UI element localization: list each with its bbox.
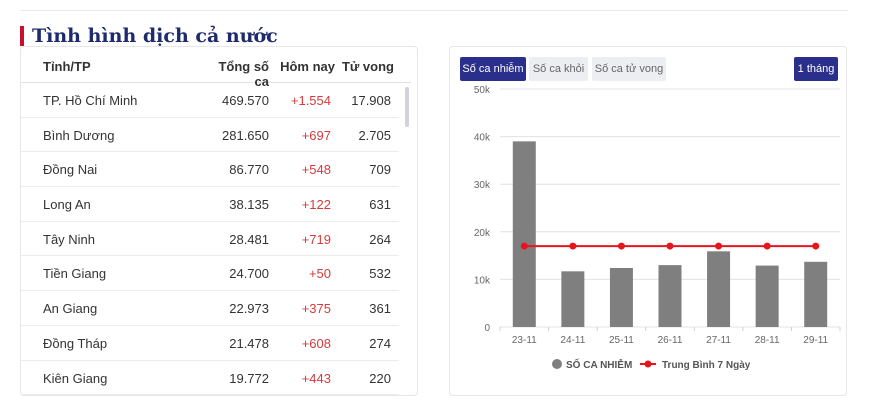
- cell-total: 38.135: [229, 197, 269, 213]
- cell-total: 28.481: [229, 231, 269, 247]
- cell-today: +443: [301, 370, 331, 386]
- cell-today: +1.554: [290, 93, 331, 108]
- cell-deaths: 274: [369, 335, 391, 351]
- cell-total: 469.570: [222, 93, 269, 108]
- x-tick-label: 28-11: [755, 335, 780, 346]
- table-row[interactable]: Kiên Giang 19.772 +443 220: [21, 361, 399, 395]
- cell-province: Đồng Nai: [43, 162, 98, 178]
- x-tick-label: 23-11: [512, 335, 537, 346]
- table-row[interactable]: Đồng Nai 86.770 +548 709: [21, 152, 399, 188]
- avg-point: [569, 242, 577, 250]
- cell-deaths: 631: [369, 197, 391, 213]
- x-tick-label: 29-11: [803, 335, 828, 346]
- cell-deaths: 532: [369, 266, 391, 282]
- legend-bar-label: SỐ CA NHIỄM: [566, 357, 632, 371]
- x-tick-label: 25-11: [609, 335, 634, 346]
- table-row[interactable]: An Giang 22.973 +375 361: [21, 291, 399, 326]
- cell-province: Long An: [43, 197, 91, 213]
- top-divider: [20, 10, 848, 11]
- cell-total: 86.770: [229, 162, 269, 178]
- avg-point: [763, 242, 771, 250]
- cell-province: An Giang: [43, 301, 98, 317]
- y-tick-label: 40k: [474, 133, 491, 144]
- cell-province: Bình Dương: [43, 127, 115, 143]
- header-province[interactable]: Tỉnh/TP: [43, 59, 91, 74]
- legend-line-dot: [644, 360, 652, 368]
- table-row[interactable]: Tiền Giang 24.700 +50 532: [21, 256, 399, 292]
- x-tick-label: 26-11: [658, 335, 683, 346]
- x-tick-label: 24-11: [560, 335, 585, 346]
- cell-province: Tây Ninh: [43, 231, 96, 247]
- bar: [658, 265, 682, 327]
- bar: [755, 265, 779, 327]
- cell-province: Kiên Giang: [43, 370, 108, 386]
- cell-total: 21.478: [229, 335, 269, 351]
- table-scrollbar[interactable]: [405, 87, 409, 127]
- header-total[interactable]: Tổng số ca: [218, 59, 269, 89]
- section-header: Tình hình dịch cả nước: [20, 24, 278, 48]
- table-row[interactable]: TP. Hồ Chí Minh 469.570 +1.554 17.908: [21, 83, 399, 118]
- avg-point: [520, 242, 528, 250]
- cell-total: 281.650: [222, 127, 269, 143]
- table-row[interactable]: Long An 38.135 +122 631: [21, 187, 399, 222]
- avg-point: [812, 242, 820, 250]
- y-tick-label: 30k: [474, 180, 491, 191]
- y-tick-label: 20k: [474, 228, 491, 239]
- cell-today: +719: [301, 231, 331, 247]
- avg-point: [666, 242, 674, 250]
- cell-today: +50: [308, 266, 331, 282]
- cell-total: 22.973: [229, 301, 269, 317]
- header-deaths[interactable]: Tử vong: [341, 59, 394, 74]
- bar: [707, 251, 731, 327]
- cell-deaths: 264: [369, 231, 391, 247]
- tab-recovered-button[interactable]: Số ca khỏi: [529, 57, 588, 81]
- province-table: Tỉnh/TP Tổng số ca Hôm nay Tử vong TP. H…: [20, 46, 418, 396]
- avg-point: [617, 242, 625, 250]
- x-tick-label: 27-11: [706, 335, 731, 346]
- y-tick-label: 0: [484, 323, 490, 334]
- bar: [512, 141, 536, 327]
- cell-deaths: 361: [369, 301, 391, 317]
- legend-line-label: Trung Bình 7 Ngày: [662, 360, 751, 371]
- bar: [804, 261, 828, 327]
- bar: [561, 271, 585, 327]
- cell-total: 19.772: [229, 370, 269, 386]
- table-body: TP. Hồ Chí Minh 469.570 +1.554 17.908 Bì…: [21, 83, 417, 395]
- table-header: Tỉnh/TP Tổng số ca Hôm nay Tử vong: [21, 47, 411, 89]
- avg-point: [715, 242, 723, 250]
- table-row[interactable]: Bình Dương 281.650 +697 2.705: [21, 118, 399, 153]
- cell-today: +697: [301, 127, 331, 143]
- cell-deaths: 2.705: [358, 127, 391, 143]
- header-today[interactable]: Hôm nay: [280, 59, 335, 74]
- title-accent-bar: [20, 26, 24, 46]
- table-row[interactable]: Tây Ninh 28.481 +719 264: [21, 222, 399, 257]
- cell-deaths: 220: [369, 370, 391, 386]
- cell-deaths: 709: [369, 162, 391, 178]
- table-row[interactable]: Đồng Tháp 21.478 +608 274: [21, 326, 399, 361]
- cell-total: 24.700: [229, 266, 269, 282]
- cell-today: +608: [301, 335, 331, 351]
- chart-panel: Số ca nhiễm Số ca khỏi Số ca tử vong 1 t…: [449, 46, 847, 396]
- legend-bar-marker: [552, 359, 562, 369]
- y-tick-label: 10k: [474, 275, 491, 286]
- bar: [609, 267, 633, 327]
- tab-cases-button[interactable]: Số ca nhiễm: [460, 57, 526, 81]
- cell-province: Đồng Tháp: [43, 335, 108, 351]
- cell-today: +122: [301, 197, 331, 213]
- y-tick-label: 50k: [474, 85, 491, 96]
- cell-province: Tiền Giang: [43, 266, 107, 282]
- tab-deaths-button[interactable]: Số ca tử vong: [592, 57, 666, 81]
- page-title: Tình hình dịch cả nước: [32, 25, 278, 47]
- range-month-button[interactable]: 1 tháng: [794, 57, 838, 81]
- cell-today: +548: [301, 162, 331, 178]
- cases-chart: 0 10k 20k 30k 40k 50k 23-11 24-11 25-11 26-11 27-1…: [474, 85, 841, 371]
- cell-deaths: 17.908: [351, 93, 391, 108]
- cell-province: TP. Hồ Chí Minh: [43, 93, 138, 108]
- cell-today: +375: [301, 301, 331, 317]
